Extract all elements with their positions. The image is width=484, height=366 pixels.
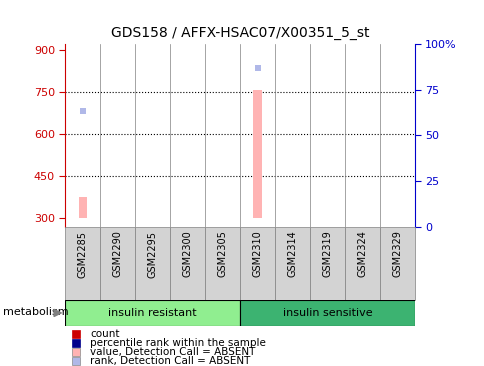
Bar [309, 227, 344, 300]
Text: insulin resistant: insulin resistant [108, 308, 197, 318]
Text: GSM2314: GSM2314 [287, 231, 297, 277]
Bar [240, 300, 414, 326]
Text: GSM2290: GSM2290 [113, 231, 122, 277]
Text: GSM2295: GSM2295 [148, 231, 157, 277]
Bar [253, 90, 261, 219]
Text: count: count [90, 329, 119, 339]
Text: GSM2329: GSM2329 [392, 231, 401, 277]
Bar [135, 227, 170, 300]
Text: insulin sensitive: insulin sensitive [282, 308, 371, 318]
Text: GSM2324: GSM2324 [357, 231, 366, 277]
Bar [274, 227, 309, 300]
Text: metabolism: metabolism [3, 307, 69, 317]
Bar [344, 227, 379, 300]
Text: GSM2300: GSM2300 [182, 231, 192, 277]
Bar [205, 227, 240, 300]
Text: GSM2305: GSM2305 [217, 231, 227, 277]
Bar [170, 227, 205, 300]
Bar [65, 300, 240, 326]
Text: value, Detection Call = ABSENT: value, Detection Call = ABSENT [90, 347, 255, 357]
Bar [65, 227, 100, 300]
Text: rank, Detection Call = ABSENT: rank, Detection Call = ABSENT [90, 356, 250, 366]
Text: GSM2319: GSM2319 [322, 231, 332, 277]
Text: GSM2310: GSM2310 [252, 231, 262, 277]
Title: GDS158 / AFFX-HSAC07/X00351_5_st: GDS158 / AFFX-HSAC07/X00351_5_st [111, 26, 368, 40]
Bar [379, 227, 414, 300]
Bar [100, 227, 135, 300]
Text: GSM2285: GSM2285 [78, 231, 88, 277]
Bar [78, 197, 87, 219]
Text: percentile rank within the sample: percentile rank within the sample [90, 338, 265, 348]
Bar [240, 227, 274, 300]
